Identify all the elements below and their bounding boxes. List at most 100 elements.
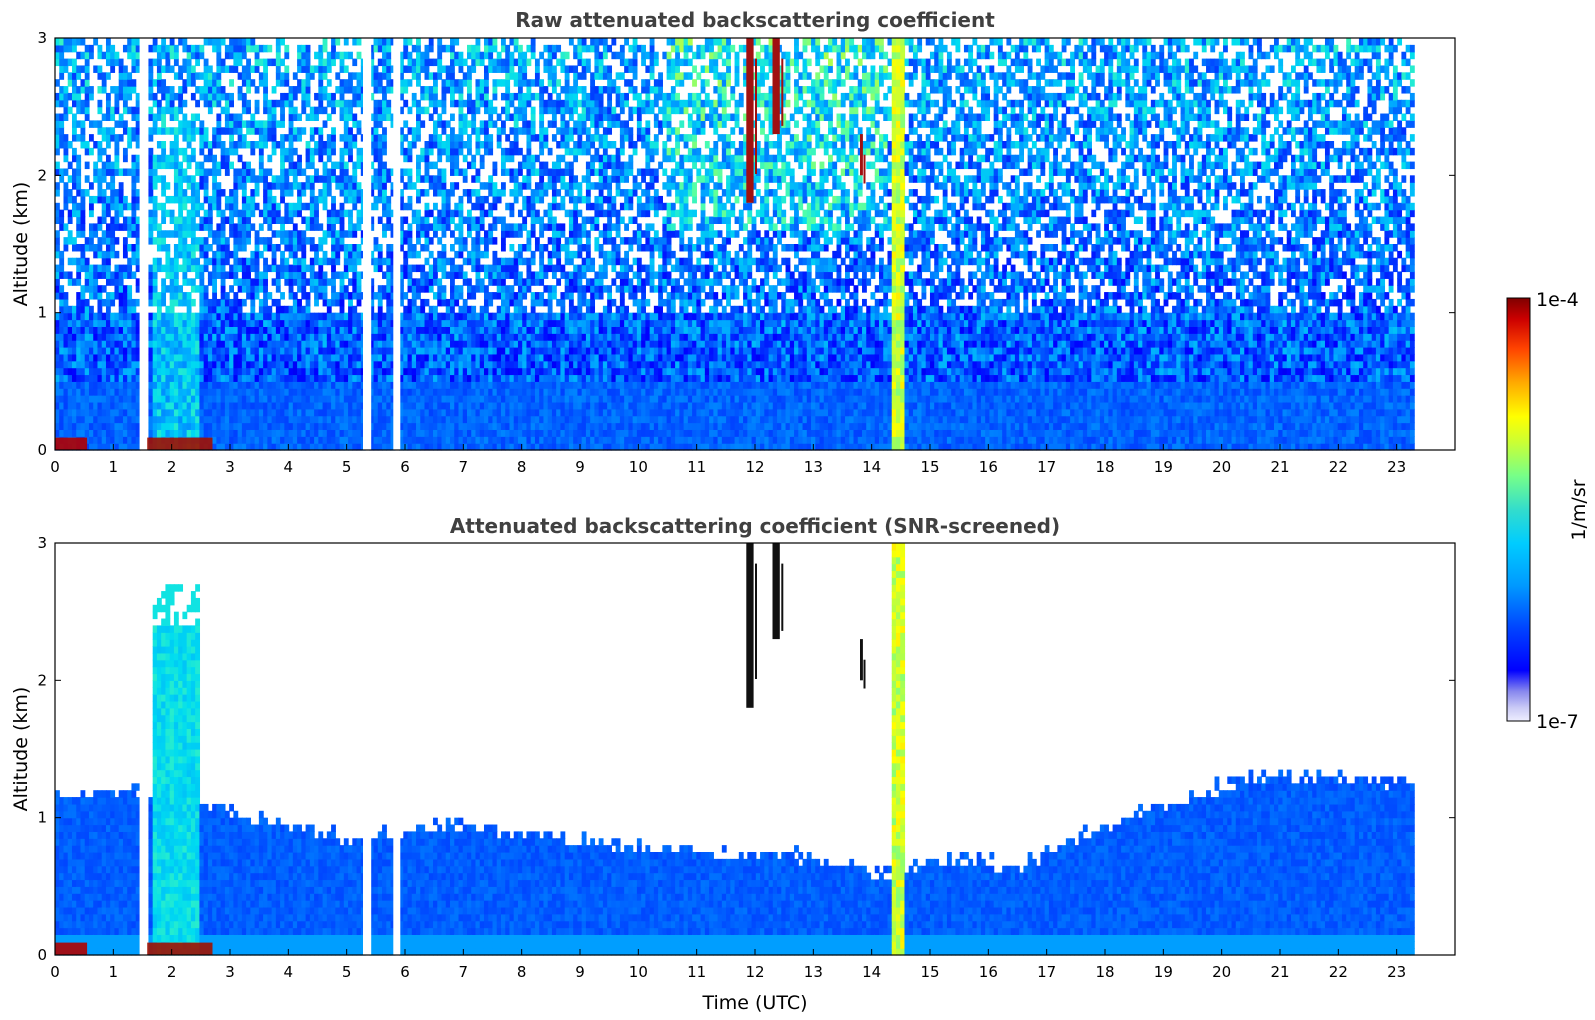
heatmap-cell: [190, 312, 196, 321]
heatmap-cell: [318, 237, 324, 245]
heatmap-cell: [63, 113, 69, 121]
heatmap-cell: [454, 388, 460, 396]
heatmap-cell: [80, 429, 86, 437]
heatmap-cell: [220, 244, 226, 252]
heatmap-cell: [458, 113, 464, 121]
heatmap-cell: [475, 257, 481, 266]
heatmap-cell: [509, 319, 515, 327]
heatmap-cell: [229, 367, 234, 376]
heatmap-cell: [496, 292, 502, 300]
heatmap-cell: [356, 189, 362, 197]
heatmap-cell: [513, 340, 519, 348]
heatmap-cell: [135, 44, 141, 53]
heatmap-cell: [135, 134, 141, 142]
heatmap-cell: [237, 360, 243, 369]
heatmap-cell: [454, 298, 460, 307]
heatmap-cell: [165, 264, 171, 273]
heatmap-cell: [433, 401, 438, 410]
heatmap-cell: [437, 51, 443, 60]
heatmap-cell: [386, 305, 392, 314]
heatmap-cell: [275, 374, 281, 382]
heatmap-cell: [284, 395, 290, 403]
heatmap-cell: [173, 168, 179, 176]
heatmap-cell: [305, 44, 311, 53]
heatmap-cell: [433, 99, 438, 108]
heatmap-cell: [199, 367, 205, 376]
heatmap-cell: [403, 154, 409, 163]
heatmap-cell: [101, 381, 107, 389]
heatmap-cell: [76, 264, 82, 273]
heatmap-cell: [433, 264, 438, 273]
heatmap-cell: [420, 429, 426, 437]
heatmap-cell: [122, 44, 128, 53]
heatmap-cell: [348, 230, 353, 238]
heatmap-cell: [207, 401, 213, 410]
heatmap-cell: [390, 429, 396, 437]
heatmap-cell: [71, 388, 77, 396]
heatmap-cell: [122, 415, 128, 424]
heatmap-cell: [101, 189, 107, 197]
heatmap-cell: [88, 415, 94, 424]
heatmap-cell: [343, 319, 349, 327]
heatmap-cell: [369, 92, 375, 101]
heatmap-cell: [127, 257, 133, 266]
heatmap-cell: [284, 216, 290, 224]
heatmap-cell: [173, 401, 179, 410]
heatmap-cell: [369, 429, 375, 437]
heatmap-cell: [288, 250, 294, 259]
heatmap-cell: [105, 401, 111, 410]
heatmap-cell: [250, 223, 256, 231]
heatmap-cell: [207, 244, 213, 252]
heatmap-cell: [309, 436, 315, 444]
heatmap-cell: [530, 395, 536, 403]
heatmap-cell: [356, 182, 362, 190]
heatmap-cell: [522, 319, 528, 327]
heatmap-cell: [88, 360, 94, 369]
heatmap-cell: [500, 353, 506, 362]
heatmap-cell: [271, 86, 277, 94]
heatmap-cell: [292, 333, 298, 341]
heatmap-cell: [93, 415, 99, 424]
heatmap-cell: [517, 326, 523, 334]
heatmap-cell: [513, 292, 519, 300]
heatmap-cell: [156, 319, 162, 327]
heatmap-cell: [369, 353, 375, 362]
heatmap-cell: [475, 285, 481, 293]
heatmap-cell: [267, 127, 273, 135]
heatmap-cell: [254, 422, 260, 430]
heatmap-cell: [169, 340, 175, 348]
heatmap-cell: [513, 182, 519, 190]
heatmap-cell: [356, 223, 362, 231]
heatmap-cell: [220, 237, 226, 245]
heatmap-cell: [182, 99, 188, 108]
heatmap-cell: [220, 436, 226, 444]
heatmap-cell: [369, 347, 375, 355]
heatmap-cell: [309, 374, 315, 382]
heatmap-cell: [526, 195, 532, 204]
heatmap-cell: [416, 72, 421, 80]
heatmap-cell: [348, 292, 353, 300]
heatmap-cell: [288, 429, 294, 437]
heatmap-cell: [433, 271, 438, 279]
heatmap-cell: [254, 353, 260, 362]
heatmap-cell: [131, 429, 137, 437]
heatmap-cell: [301, 278, 307, 286]
heatmap-cell: [348, 113, 353, 121]
heatmap-cell: [250, 312, 256, 321]
heatmap-cell: [148, 312, 154, 321]
heatmap-cell: [165, 244, 171, 252]
heatmap-cell: [275, 388, 281, 396]
heatmap-cell: [271, 250, 277, 259]
heatmap-cell: [356, 401, 362, 410]
heatmap-cell: [169, 381, 175, 389]
heatmap-cell: [288, 278, 294, 286]
heatmap-cell: [182, 120, 188, 128]
heatmap-cell: [110, 326, 116, 334]
heatmap-cell: [190, 175, 196, 183]
heatmap-cell: [433, 353, 438, 362]
heatmap-cell: [292, 367, 298, 376]
heatmap-cell: [114, 401, 120, 410]
heatmap-cell: [483, 415, 489, 424]
heatmap-cell: [216, 374, 222, 382]
heatmap-cell: [127, 340, 133, 348]
